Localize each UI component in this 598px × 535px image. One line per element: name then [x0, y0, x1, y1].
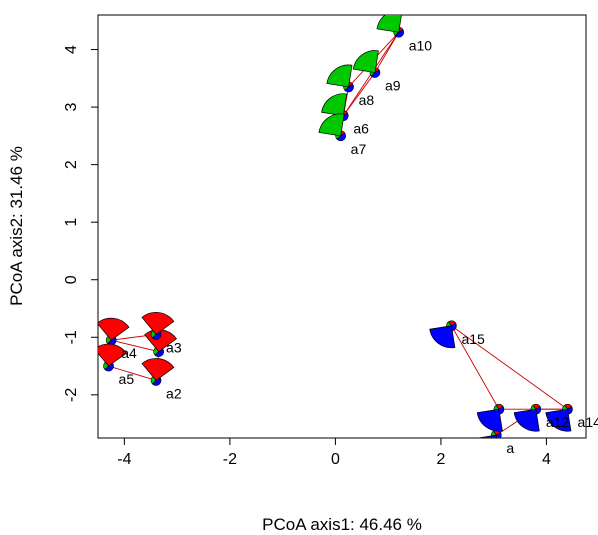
cluster-edge	[451, 325, 500, 410]
x-tick-label: 4	[542, 451, 551, 468]
point-fan	[476, 408, 503, 432]
data-point-a2	[141, 358, 175, 386]
point-fan	[141, 358, 175, 381]
point-wedge-blue	[394, 29, 404, 38]
cluster-edge	[451, 325, 568, 410]
axes: -4 -2 0 2 4 -2 -1 0 1 2 3 4	[63, 45, 551, 468]
cluster-edge	[108, 365, 157, 381]
point-label-a3: a3	[166, 339, 182, 355]
y-axis-title: PCoA axis2: 31.46 %	[7, 146, 26, 306]
x-tick-label: -4	[117, 451, 131, 468]
point-fan	[352, 50, 379, 73]
point-label-a5: a5	[119, 371, 135, 387]
x-axis-title: PCoA axis1: 46.46 %	[262, 515, 422, 534]
data-point-a9	[352, 50, 381, 78]
data-point-a7	[318, 113, 346, 142]
point-fan	[545, 408, 572, 432]
point-fan	[141, 312, 175, 335]
point-label-a4: a4	[121, 345, 137, 361]
point-label-a9: a9	[385, 78, 401, 94]
point-fan	[98, 343, 127, 367]
point-label-a11: a	[506, 440, 514, 456]
point-fan	[318, 113, 345, 137]
point-label-a6: a6	[353, 121, 369, 137]
point-fan	[376, 15, 402, 33]
data-point-a10	[376, 15, 404, 38]
data-point-a12	[513, 403, 542, 432]
point-fan	[326, 64, 353, 88]
y-tick-label: -2	[63, 388, 80, 402]
point-fan	[513, 408, 540, 432]
y-tick-label: 3	[63, 103, 80, 112]
point-label-a7: a7	[351, 141, 367, 157]
data-point-a5	[98, 343, 127, 372]
point-wedge-blue	[344, 83, 354, 93]
point-fan	[429, 325, 456, 349]
point-wedge-blue	[336, 132, 346, 142]
data-point-a11	[475, 429, 502, 438]
point-fan	[321, 93, 348, 117]
data-point-a3	[141, 312, 175, 340]
cluster-edges	[108, 31, 568, 436]
point-label-a15: a15	[461, 331, 485, 347]
point-labels: a2 a3 a4 a5 a6 a7 a8 a9 a10 a a12 a14 a15	[119, 37, 598, 456]
x-tick-label: 2	[436, 451, 445, 468]
y-tick-label: 4	[63, 45, 80, 54]
data-point-a13	[476, 403, 505, 432]
data-point-a14	[545, 403, 573, 432]
data-point-a4	[98, 317, 130, 346]
point-label-a8: a8	[359, 92, 375, 108]
point-wedge-blue	[370, 69, 381, 78]
x-tick-label: 0	[331, 451, 340, 468]
y-tick-label: -1	[63, 330, 80, 344]
data-point-a8	[326, 64, 354, 93]
point-fan	[475, 434, 498, 438]
point-label-a14: a14	[578, 414, 598, 430]
point-label-a12: a12	[546, 414, 570, 430]
plot-frame	[97, 14, 587, 439]
x-tick-label: -2	[223, 451, 237, 468]
y-tick-label: 1	[63, 218, 80, 227]
y-tick-label: 2	[63, 160, 80, 169]
point-fan	[98, 317, 130, 341]
data-point-a15	[429, 320, 457, 349]
data-points	[98, 15, 573, 438]
y-tick-label: 0	[63, 275, 80, 284]
point-label-a2: a2	[166, 385, 182, 401]
point-label-a10: a10	[409, 37, 433, 53]
cluster-edge	[111, 339, 159, 353]
